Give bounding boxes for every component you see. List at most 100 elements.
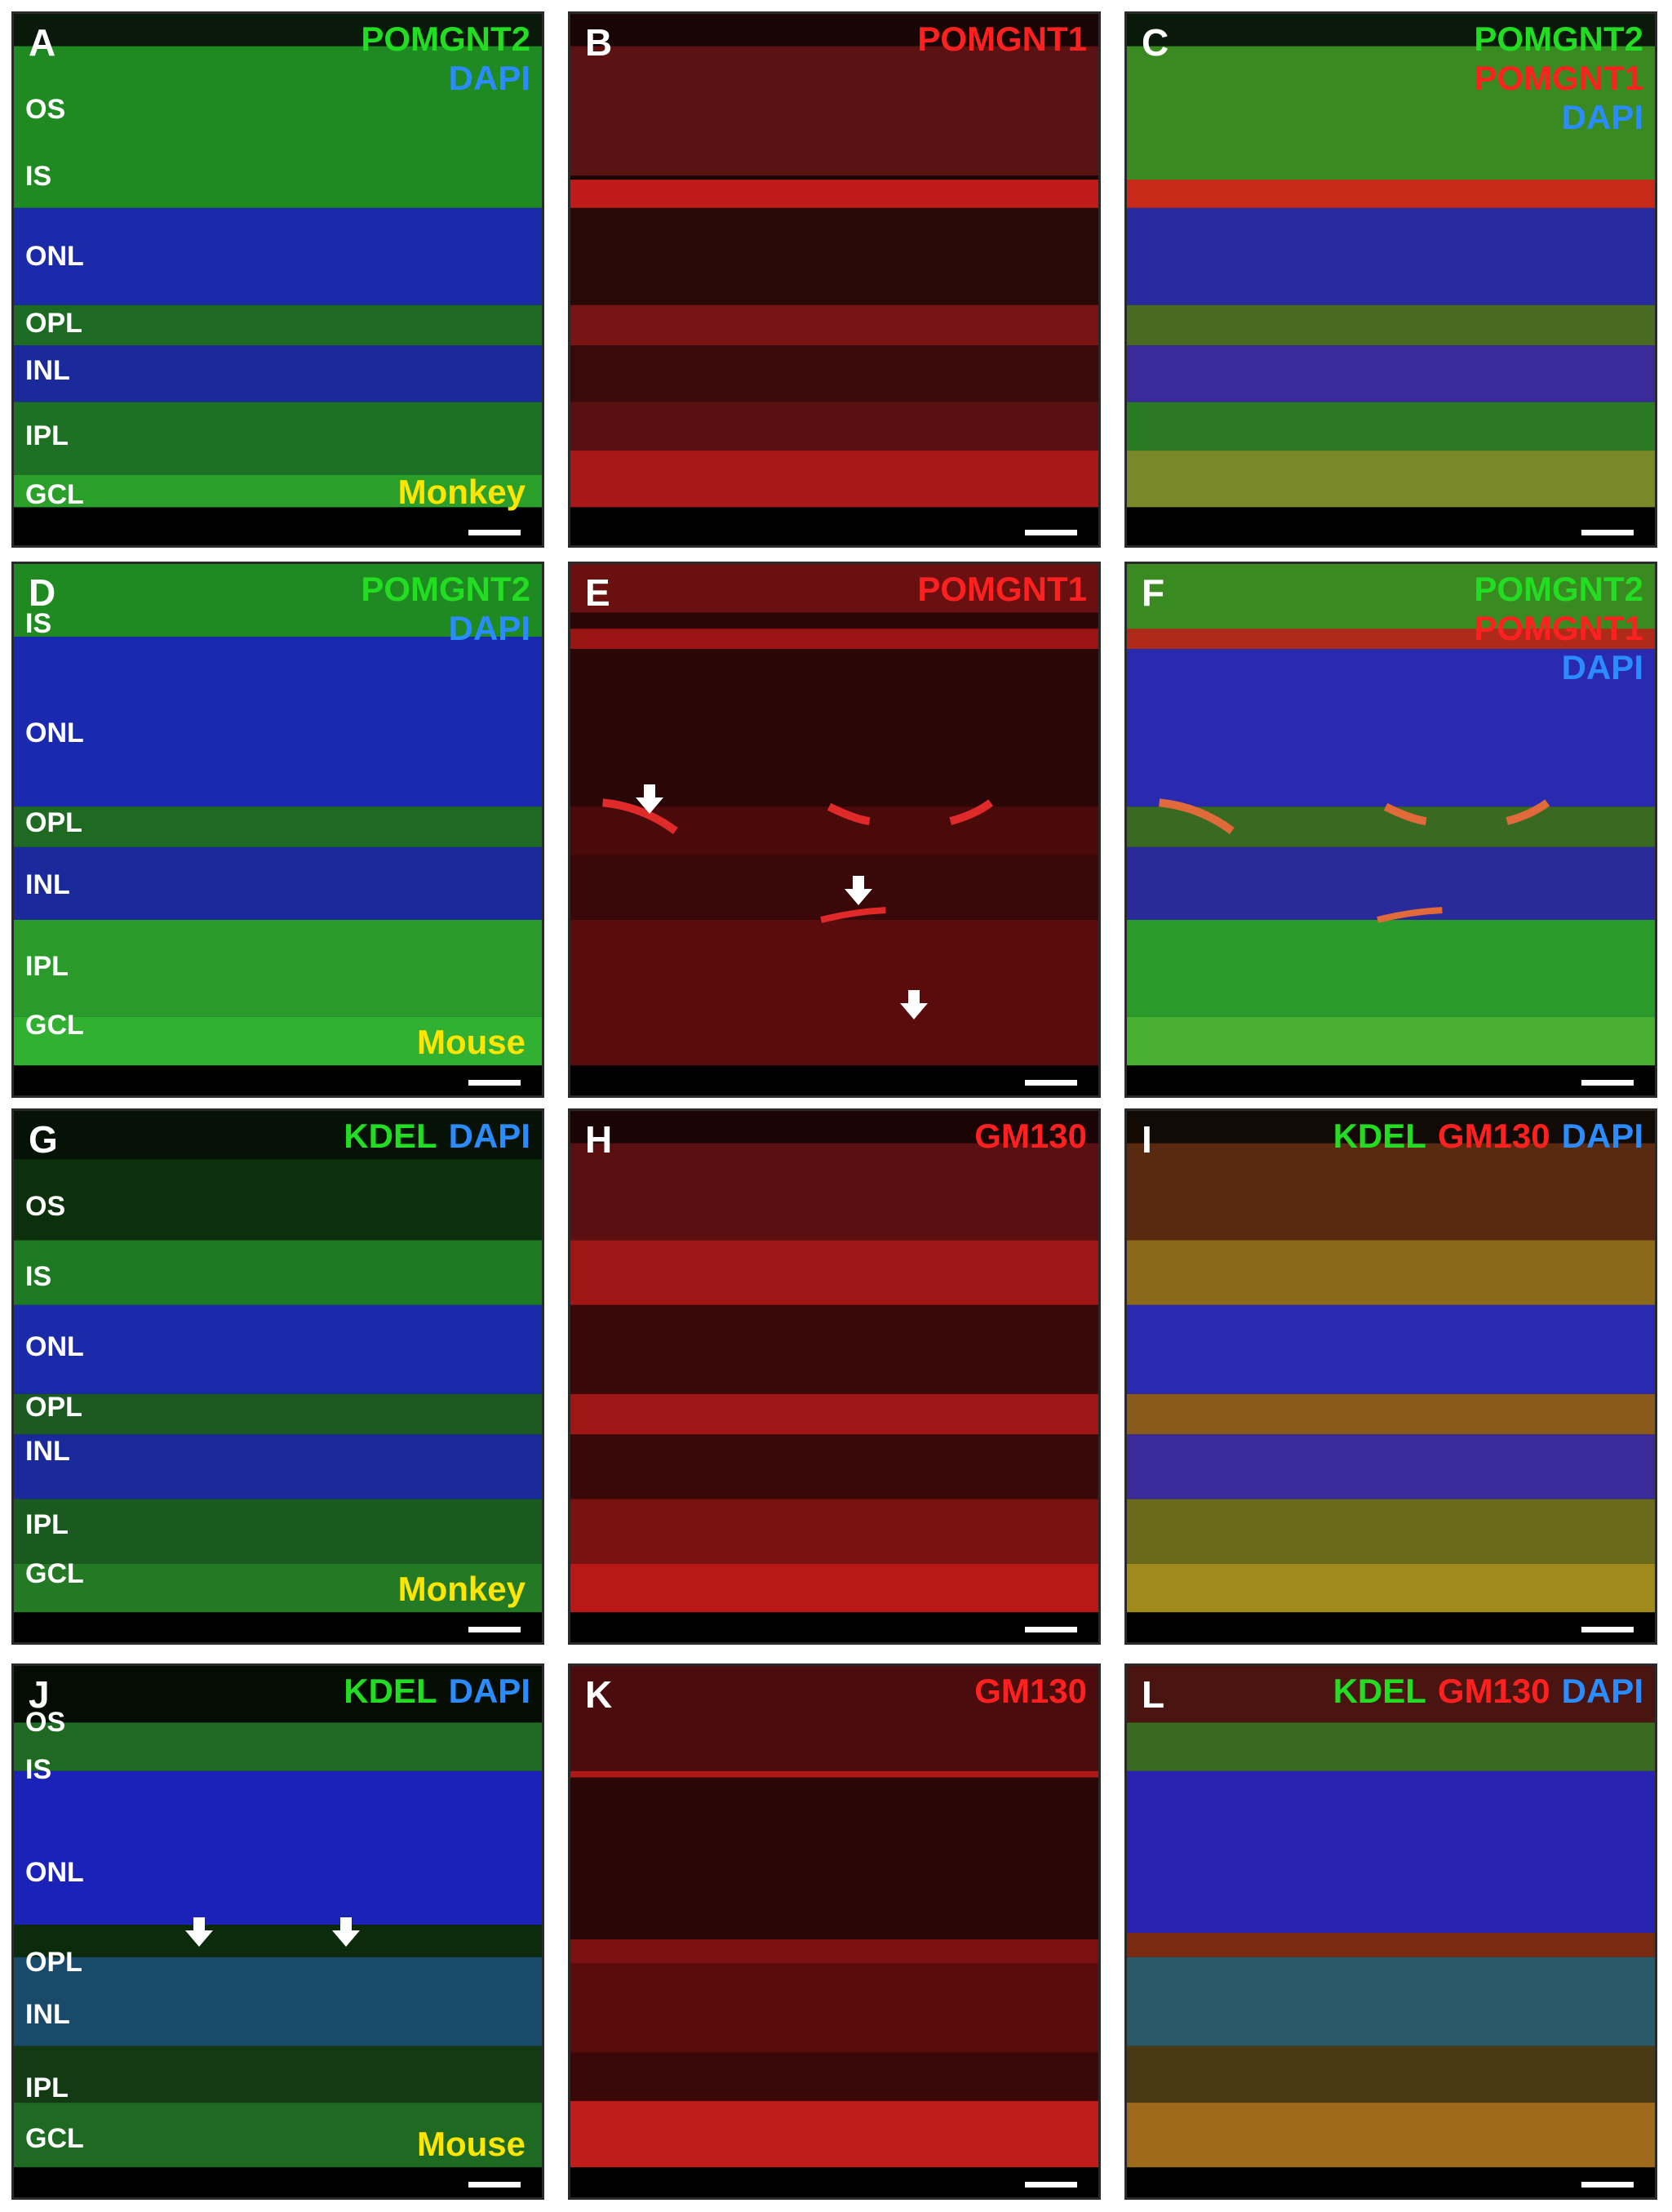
scale-bar [1025,1627,1077,1632]
layer-label: INL [25,355,70,386]
channel-label: POMGNT1 [1474,59,1643,97]
channel-label: POMGNT2 [361,570,530,608]
scale-bar [468,1627,521,1632]
layer-label: OS [25,1191,66,1222]
panel-L: L KDEL GM130 DAPI [1124,1663,1657,2200]
channel-label: GM130 [1437,1672,1550,1710]
channel-label: POMGNT2 [361,20,530,58]
micrograph-H [570,1111,1098,1642]
channel-label: DAPI [448,1117,530,1155]
panel-G: G KDEL DAPI OS IS ONL OPL INL IPL GCL Mo… [11,1108,544,1645]
panel-F: F POMGNT2 POMGNT1 DAPI [1124,562,1657,1098]
layer-label: IPL [25,1509,69,1540]
channel-label: POMGNT2 [1474,570,1643,608]
channel-label: KDEL [1333,1672,1426,1710]
panel-letter: I [1142,1118,1152,1161]
channel-label: POMGNT1 [917,570,1087,608]
layer-label: GCL [25,1558,84,1589]
species-label: Mouse [416,1023,526,1061]
scale-bar [468,2182,521,2188]
layer-label: OPL [25,1947,82,1978]
panel-letter: D [29,571,56,614]
micrograph-E [570,564,1098,1095]
micrograph-A [14,14,542,545]
micrograph-D [14,564,542,1095]
micrograph-K [570,1666,1098,2197]
panel-letter: C [1142,21,1169,64]
layer-label: IPL [25,951,69,982]
channel-label: POMGNT2 [1474,20,1643,58]
layer-label: IPL [25,420,69,451]
micrograph-G [14,1111,542,1642]
layer-label: IPL [25,2072,69,2103]
micrograph-J [14,1666,542,2197]
channel-label: DAPI [448,609,530,647]
layer-label: GCL [25,1010,84,1041]
arrow-icon [636,784,663,814]
arrow-icon [845,876,872,905]
layer-label: OS [25,1707,66,1738]
panel-E: E POMGNT1 [568,562,1101,1098]
layer-label: OS [25,94,66,125]
layer-label: OPL [25,807,82,838]
scale-bar [1025,530,1077,535]
species-label: Monkey [397,473,526,511]
panel-K: K GM130 [568,1663,1101,2200]
channel-label: DAPI [1561,98,1643,136]
layer-label: GCL [25,2123,84,2154]
channel-label: DAPI [1561,1672,1643,1710]
micrograph-F [1127,564,1655,1095]
layer-label: IS [25,1754,52,1785]
panel-B: B POMGNT1 [568,11,1101,548]
layer-label: OPL [25,308,82,339]
scale-bar [468,1080,521,1086]
scale-bar [1581,1627,1634,1632]
panel-H: H GM130 [568,1108,1101,1645]
channel-label: KDEL [344,1117,437,1155]
layer-label: GCL [25,479,84,510]
layer-label: INL [25,869,70,900]
channel-label: GM130 [974,1672,1087,1710]
panel-D: D POMGNT2 DAPI IS ONL OPL INL IPL GCL Mo… [11,562,544,1098]
channel-label: KDEL [1333,1117,1426,1155]
channel-label: POMGNT1 [1474,609,1643,647]
micrograph-B [570,14,1098,545]
panel-letter: A [29,21,56,64]
micrograph-L [1127,1666,1655,2197]
layer-label: IS [25,161,52,192]
channel-label: DAPI [1561,648,1643,686]
panel-letter: H [585,1118,613,1161]
panel-A: A POMGNT2 DAPI OS IS ONL OPL INL IPL GCL… [11,11,544,548]
scale-bar [1581,1080,1634,1086]
channel-label: KDEL [344,1672,437,1710]
micrograph-I [1127,1111,1655,1642]
channel-label: DAPI [1561,1117,1643,1155]
layer-label: OPL [25,1392,82,1423]
panel-letter: E [585,571,610,614]
channel-label: DAPI [448,1672,530,1710]
scale-bar [1025,1080,1077,1086]
layer-label: IS [25,608,52,639]
panel-J: J KDEL DAPI OS IS ONL OPL INL IPL GCL Mo… [11,1663,544,2200]
panel-C: C POMGNT2 POMGNT1 DAPI [1124,11,1657,548]
arrow-icon [332,1917,360,1947]
channel-label: POMGNT1 [917,20,1087,58]
layer-label: ONL [25,717,84,748]
layer-label: INL [25,1436,70,1467]
scale-bar [1581,530,1634,535]
panel-letter: G [29,1118,58,1161]
arrow-icon [900,990,928,1019]
scale-bar [1581,2182,1634,2188]
panel-letter: B [585,21,613,64]
layer-label: IS [25,1261,52,1292]
species-label: Monkey [397,1570,526,1608]
layer-label: INL [25,1999,70,2030]
panel-letter: K [585,1673,613,1716]
species-label: Mouse [416,2125,526,2163]
channel-label: GM130 [1437,1117,1550,1155]
panel-I: I KDEL GM130 DAPI [1124,1108,1657,1645]
arrow-icon [185,1917,213,1947]
layer-label: ONL [25,241,84,272]
channel-label: GM130 [974,1117,1087,1155]
layer-label: ONL [25,1331,84,1362]
